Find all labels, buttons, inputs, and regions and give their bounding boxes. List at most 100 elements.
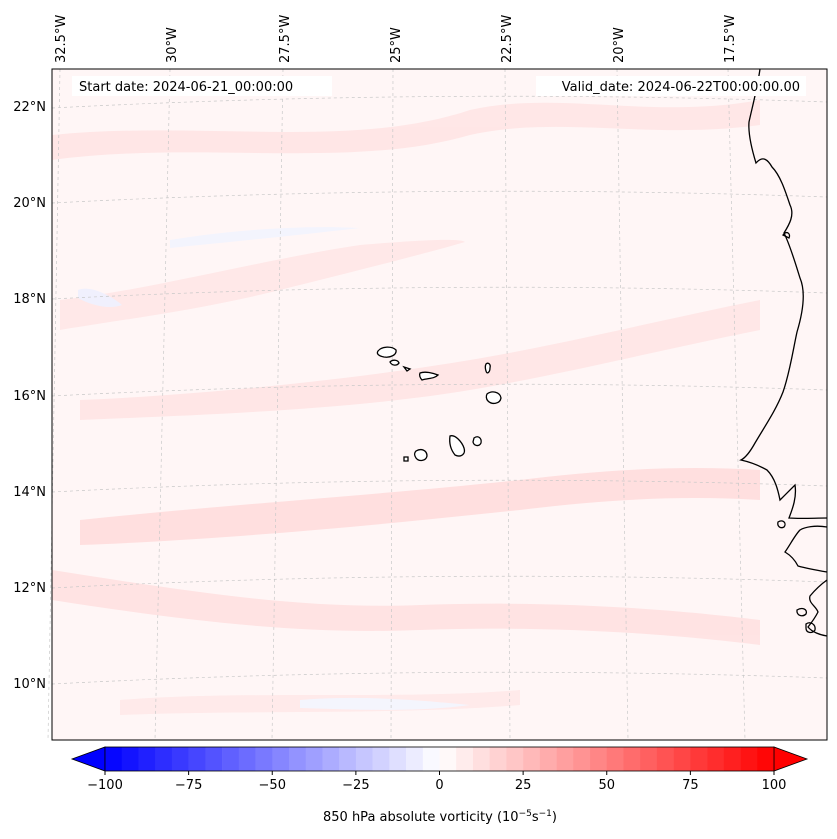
gridline-lon-30	[154, 68, 171, 741]
latitude-labels: 22°N 20°N 18°N 16°N 14°N 12°N 10°N	[13, 100, 46, 692]
coastline-mainland	[739, 68, 828, 520]
lat-label-16n: 16°N	[13, 389, 46, 404]
colorbar-cell	[155, 747, 173, 771]
colorbar-cell	[305, 747, 323, 771]
lon-label-25w: 25°W	[389, 27, 404, 63]
gridline-lon-20	[616, 68, 629, 741]
colorbar-tick-label: 50	[598, 778, 615, 793]
colorbar-label-exp1: −5	[519, 809, 532, 819]
lat-label-14n: 14°N	[13, 485, 46, 500]
gridline-lat-18	[51, 286, 828, 300]
island-santiago	[449, 435, 466, 457]
colorbar-cell	[322, 747, 340, 771]
colorbar-cell	[422, 747, 440, 771]
map-frame	[51, 68, 828, 741]
lat-label-20n: 20°N	[13, 196, 46, 211]
coastline-guinea-bissau	[784, 525, 828, 573]
colorbar-cell	[523, 747, 541, 771]
colorbar-tick-label: −50	[259, 778, 286, 793]
colorbar-cell	[606, 747, 624, 771]
colorbar-cell	[171, 747, 189, 771]
colorbar-cell	[238, 747, 256, 771]
colorbar-cell	[472, 747, 490, 771]
colorbar-label-end: )	[552, 810, 557, 825]
island-maio	[472, 436, 482, 447]
vorticity-band-positive	[52, 570, 760, 645]
vorticity-band-positive	[52, 100, 760, 160]
vorticity-field	[52, 100, 760, 715]
gridline-lat-14	[51, 479, 828, 493]
colorbar-cell	[623, 747, 641, 771]
island-bijagos-4	[781, 232, 791, 239]
colorbar-cell	[121, 747, 139, 771]
colorbar-cell	[222, 747, 240, 771]
colorbar-tick-label: −100	[87, 778, 123, 793]
vorticity-band-negative	[300, 697, 470, 710]
colorbar-cell	[740, 747, 758, 771]
colorbar-cell	[590, 747, 608, 771]
island-brava	[403, 456, 409, 462]
coastline-guinea	[807, 579, 828, 637]
gridline-lat-12	[51, 575, 828, 589]
colorbar-cell	[339, 747, 357, 771]
island-sal	[484, 362, 491, 374]
colorbar-cell	[272, 747, 290, 771]
colorbar-tick-label: 25	[515, 778, 532, 793]
island-sao-nicolau	[418, 371, 440, 381]
colorbar-cell	[489, 747, 507, 771]
west-africa-coastline	[739, 68, 828, 637]
lon-label-17.5w: 17.5°W	[723, 15, 738, 63]
vorticity-band-positive	[80, 468, 760, 545]
vorticity-band-negative	[78, 288, 122, 308]
gridline-lon-27.5	[271, 68, 284, 741]
colorbar-tick-label: −25	[342, 778, 369, 793]
colorbar-tick-label: 75	[682, 778, 699, 793]
island-bijagos-2	[805, 622, 816, 634]
colorbar-cell	[573, 747, 591, 771]
colorbar-ticks: −100 −75 −50 −25 0 25 50 75 100	[87, 771, 786, 793]
lon-label-32.5w: 32.5°W	[54, 15, 69, 63]
colorbar-cell	[556, 747, 574, 771]
island-santo-antao	[376, 346, 397, 358]
colorbar-cell	[372, 747, 390, 771]
lat-label-22n: 22°N	[13, 100, 46, 115]
colorbar-tick-label: 100	[762, 778, 787, 793]
vorticity-band-negative	[170, 227, 360, 248]
lon-label-27.5w: 27.5°W	[278, 15, 293, 63]
longitude-labels: 32.5°W 30°W 27.5°W 25°W 22.5°W 20°W 17.5…	[54, 15, 738, 63]
colorbar-cell	[757, 747, 775, 771]
valid-date-label: Valid_date: 2024-06-22T00:00:00.00	[562, 80, 800, 95]
island-santa-luzia	[402, 365, 412, 372]
gridlines	[47, 68, 828, 741]
colorbar-cell	[506, 747, 524, 771]
colorbar-cells	[105, 747, 775, 771]
start-date-label: Start date: 2024-06-21_00:00:00	[79, 80, 293, 95]
lat-label-10n: 10°N	[13, 677, 46, 692]
lat-label-12n: 12°N	[13, 581, 46, 596]
colorbar-cell	[255, 747, 273, 771]
colorbar-cell	[539, 747, 557, 771]
vorticity-band-positive	[80, 300, 760, 420]
colorbar-cell	[690, 747, 708, 771]
colorbar-label: 850 hPa absolute vorticity (10−5s−1)	[323, 809, 557, 825]
colorbar-cell	[673, 747, 691, 771]
gridline-lon-17.5	[727, 68, 746, 741]
colorbar-cell	[406, 747, 424, 771]
island-bijagos-3	[777, 520, 786, 529]
colorbar-cell	[355, 747, 373, 771]
map-panel: Start date: 2024-06-21_00:00:00 Valid_da…	[47, 68, 828, 741]
island-sao-vicente	[389, 359, 400, 366]
lon-label-20w: 20°W	[612, 27, 627, 63]
colorbar-cell	[723, 747, 741, 771]
gridline-lat-16	[51, 383, 828, 397]
colorbar-label-main: 850 hPa absolute vorticity (10	[323, 810, 519, 825]
gridline-lat-20	[51, 190, 828, 204]
colorbar-cell	[205, 747, 223, 771]
gridline-lon-25	[390, 68, 394, 741]
colorbar-extend-max	[773, 746, 809, 772]
colorbar-cell	[456, 747, 474, 771]
colorbar-cell	[439, 747, 457, 771]
colorbar-cell	[138, 747, 156, 771]
colorbar-label-mid: s	[532, 810, 539, 825]
